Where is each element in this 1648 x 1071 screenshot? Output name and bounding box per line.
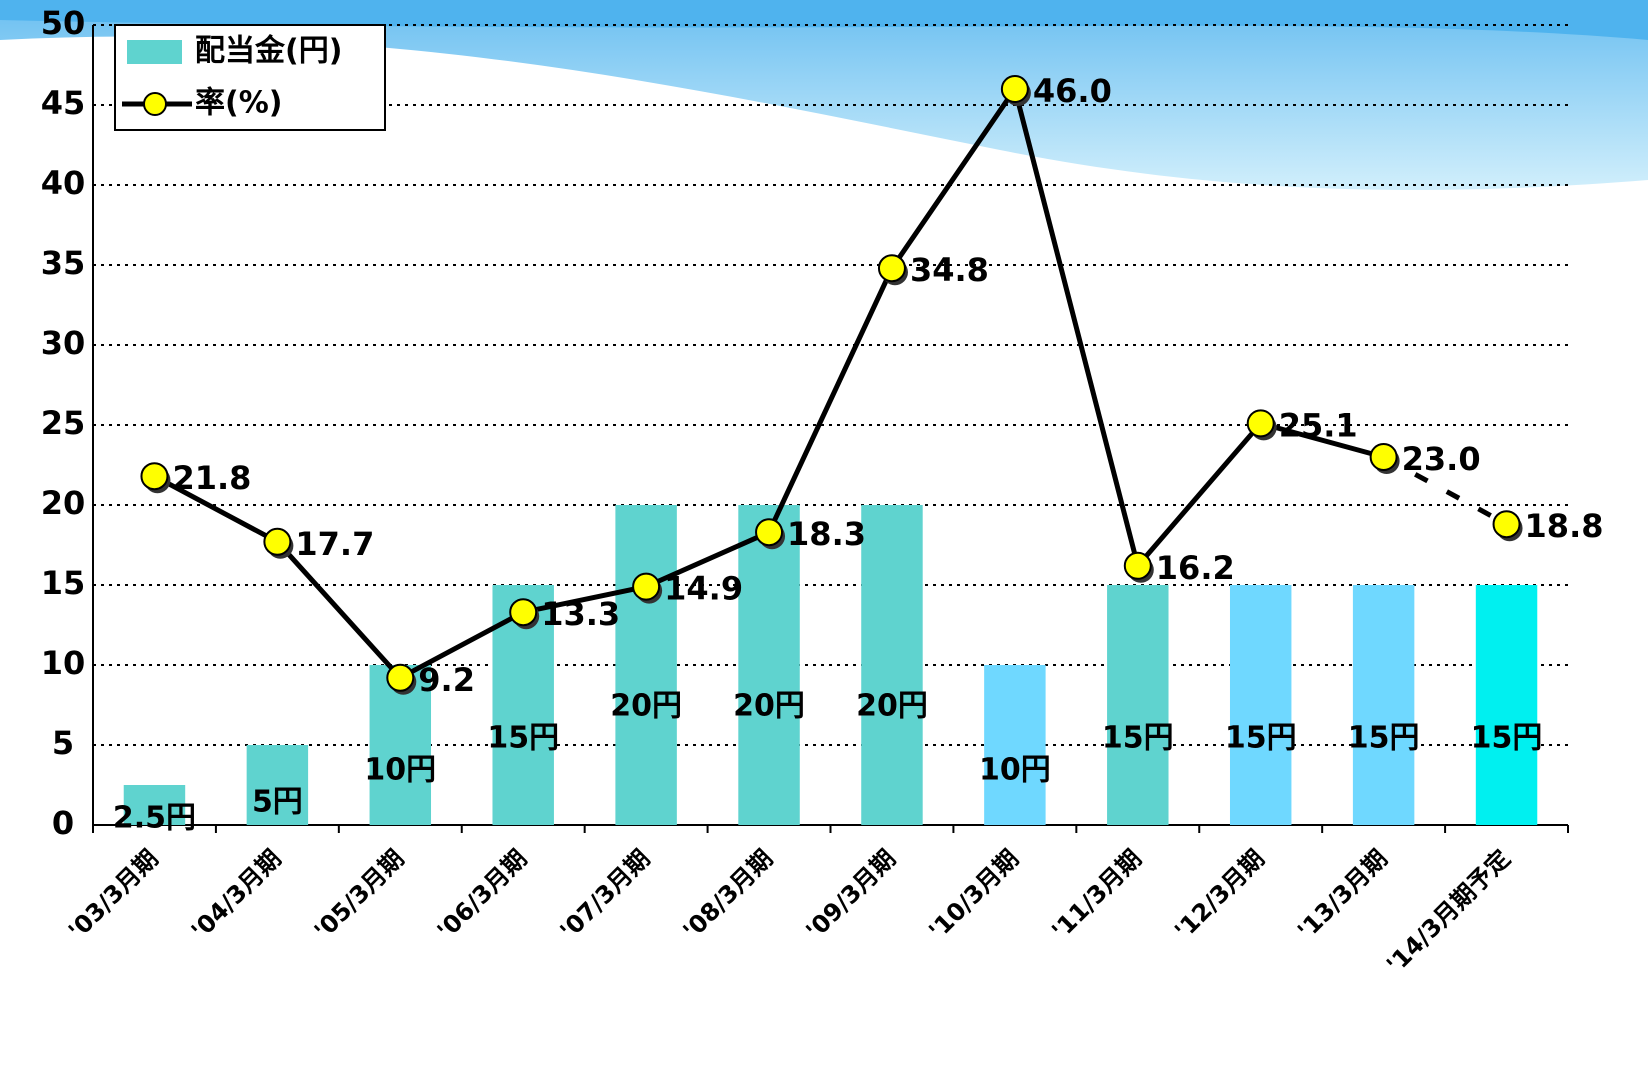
line-value-label: 17.7 (295, 525, 374, 563)
line-value-label: 34.8 (910, 251, 989, 289)
y-tick-label: 35 (41, 244, 86, 282)
y-tick-label: 0 (52, 804, 74, 842)
bar-value-label: 5円 (252, 785, 303, 820)
bar (861, 505, 923, 825)
legend-label: 率(%) (195, 86, 282, 121)
bar (1229, 585, 1292, 825)
x-tick-label: '03/3月期 (63, 844, 164, 945)
x-tick-label: '14/3月期予定 (1381, 844, 1516, 979)
x-tick-label: '13/3月期 (1292, 844, 1393, 945)
legend-label: 配当金(円) (195, 34, 342, 69)
line-value-label: 9.2 (418, 661, 475, 699)
line-marker (632, 572, 661, 601)
y-tick-label: 25 (41, 404, 86, 442)
bar (1107, 585, 1169, 825)
line-marker (1246, 409, 1275, 438)
line-marker (263, 527, 292, 556)
bar-value-label: 15円 (1348, 721, 1420, 756)
line-value-label: 14.9 (664, 570, 743, 608)
bar-value-label: 2.5円 (113, 801, 196, 836)
background-wave (0, 0, 1648, 190)
bar (1475, 585, 1538, 825)
line-value-label: 18.8 (1525, 507, 1604, 545)
line-value-label: 13.3 (541, 595, 620, 633)
line-value-label: 46.0 (1033, 72, 1112, 110)
x-tick-label: '10/3月期 (924, 844, 1025, 945)
line (1382, 454, 1508, 527)
bar-value-label: 15円 (487, 721, 559, 756)
line-marker (1123, 551, 1152, 580)
x-tick-label: '06/3月期 (432, 844, 533, 945)
line-marker (509, 598, 538, 627)
bar (738, 505, 800, 825)
bar-value-label: 15円 (1102, 721, 1174, 756)
bar-value-label: 15円 (1225, 721, 1297, 756)
x-tick-label: '09/3月期 (801, 844, 902, 945)
line-marker (140, 462, 169, 491)
x-tick-label: '12/3月期 (1169, 844, 1270, 945)
y-tick-label: 20 (41, 484, 86, 522)
line-marker (1000, 75, 1029, 103)
y-tick-label: 50 (41, 4, 86, 42)
y-tick-label: 40 (41, 164, 86, 202)
line-marker (877, 254, 906, 283)
bar-value-label: 15円 (1471, 721, 1543, 756)
line-marker (755, 518, 784, 547)
y-tick-label: 45 (41, 84, 86, 122)
bar-value-label: 10円 (364, 753, 436, 788)
background-wave (0, 0, 1648, 40)
bar (1352, 585, 1415, 825)
x-tick-label: '04/3月期 (186, 844, 287, 945)
bar (615, 505, 677, 825)
x-tick-label: '05/3月期 (309, 844, 410, 945)
line-marker (1369, 443, 1398, 471)
bar-value-label: 20円 (856, 689, 928, 724)
bar (246, 745, 309, 825)
legend-swatch (127, 40, 182, 64)
bar-value-label: 20円 (733, 689, 805, 724)
line-marker (1492, 510, 1521, 539)
line-marker (386, 663, 415, 692)
bar (984, 665, 1046, 825)
line-value-label: 25.1 (1279, 406, 1358, 444)
y-tick-label: 15 (41, 564, 86, 602)
x-tick-label: '08/3月期 (678, 844, 779, 945)
bar-value-label: 10円 (979, 753, 1051, 788)
bar (123, 785, 186, 825)
x-tick-label: '07/3月期 (555, 844, 656, 945)
line-value-label: 16.2 (1156, 549, 1235, 587)
legend-marker (143, 92, 167, 116)
x-tick-label: '11/3月期 (1046, 844, 1147, 945)
line-value-label: 21.8 (172, 459, 251, 497)
line-value-label: 18.3 (787, 515, 866, 553)
y-tick-label: 5 (52, 724, 74, 762)
y-tick-label: 10 (41, 644, 86, 682)
bar-value-label: 20円 (610, 689, 682, 724)
line-value-label: 23.0 (1402, 440, 1481, 478)
y-tick-label: 30 (41, 324, 86, 362)
